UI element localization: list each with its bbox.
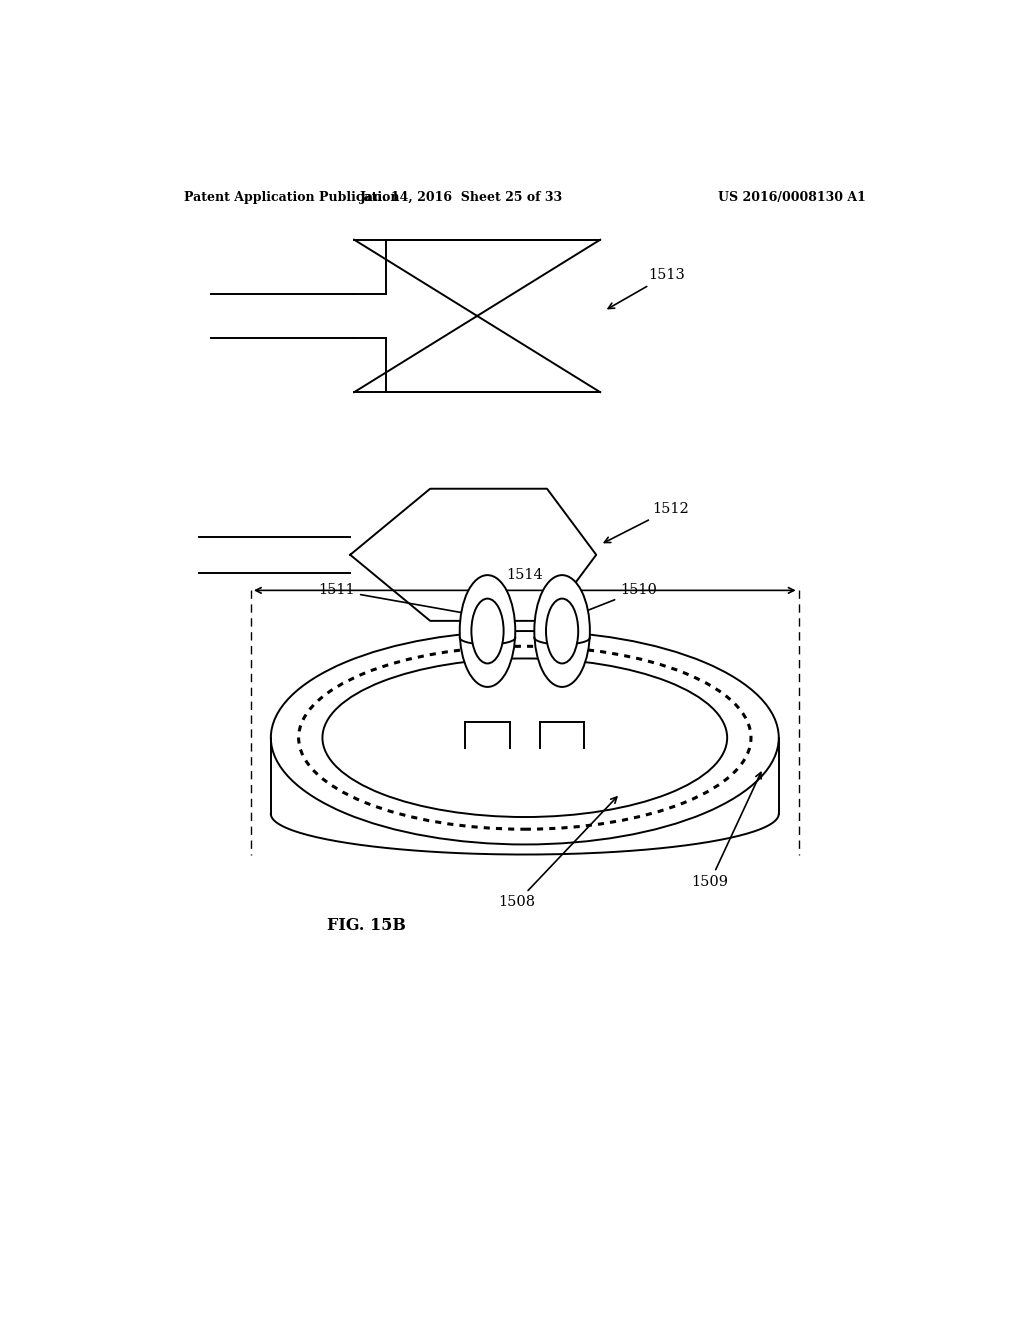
Text: 1508: 1508 [499, 797, 616, 909]
Text: 1510: 1510 [579, 583, 657, 615]
Text: 1514: 1514 [507, 568, 543, 582]
Ellipse shape [535, 576, 590, 686]
Text: Jan. 14, 2016  Sheet 25 of 33: Jan. 14, 2016 Sheet 25 of 33 [359, 191, 563, 203]
Text: US 2016/0008130 A1: US 2016/0008130 A1 [718, 191, 866, 203]
Text: 1513: 1513 [608, 268, 685, 309]
Text: 1509: 1509 [691, 772, 761, 888]
Text: 1511: 1511 [318, 583, 475, 616]
Text: FIG. 15B: FIG. 15B [327, 917, 406, 935]
Ellipse shape [471, 598, 504, 664]
Ellipse shape [460, 576, 515, 686]
Text: Patent Application Publication: Patent Application Publication [183, 191, 399, 203]
Text: 1512: 1512 [604, 502, 688, 543]
Ellipse shape [546, 598, 579, 664]
